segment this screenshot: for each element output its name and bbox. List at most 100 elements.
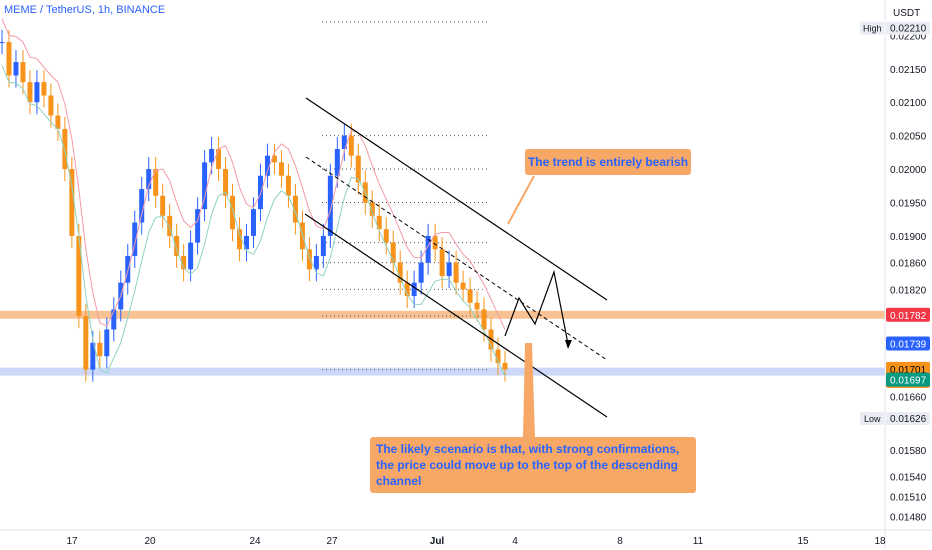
price-tick-label: 0.01540 bbox=[890, 473, 927, 484]
symbol-title: MEME / TetherUS, 1h, BINANCE bbox=[4, 4, 166, 16]
candle-body bbox=[69, 169, 75, 236]
candle-body bbox=[174, 235, 180, 256]
candle-body bbox=[397, 262, 403, 283]
time-axis-label: 17 bbox=[66, 536, 78, 547]
time-axis-label: 18 bbox=[874, 536, 886, 547]
candle-body bbox=[83, 316, 89, 370]
low-label-bg bbox=[860, 412, 884, 426]
candle-body bbox=[202, 162, 208, 210]
candle-body bbox=[348, 135, 354, 156]
high-label-bg bbox=[860, 21, 884, 35]
candle-body bbox=[404, 282, 410, 297]
candle-body bbox=[467, 289, 473, 303]
price-tick-label: 0.01580 bbox=[890, 446, 927, 457]
candle-body bbox=[425, 235, 431, 263]
candle-body bbox=[195, 209, 201, 243]
high-label: High bbox=[863, 24, 882, 34]
candle-body bbox=[55, 115, 61, 129]
candle-body bbox=[62, 128, 68, 170]
candle-body bbox=[181, 255, 187, 270]
high-value: 0.02210 bbox=[890, 24, 927, 35]
candle-body bbox=[223, 169, 229, 196]
candle-body bbox=[418, 262, 424, 283]
callout-top-pointer bbox=[507, 175, 535, 225]
price-tag-blue-text: 0.01739 bbox=[890, 340, 927, 351]
candle-body bbox=[369, 202, 375, 216]
price-tick-label: 0.01510 bbox=[890, 493, 927, 504]
callout-trend-text: The trend is entirely bearish bbox=[527, 155, 689, 169]
candle-body bbox=[278, 162, 284, 176]
candle-body bbox=[502, 362, 508, 370]
candle-body bbox=[271, 155, 277, 163]
candle-body bbox=[334, 149, 340, 176]
candle-body bbox=[251, 209, 256, 236]
price-tick-label: 0.01900 bbox=[890, 232, 927, 243]
candle-body bbox=[383, 229, 389, 243]
callout-scenario-text: The likely scenario is that, with strong… bbox=[376, 442, 680, 488]
candle-body bbox=[139, 189, 145, 223]
candle-body bbox=[313, 255, 319, 270]
currency-label: USDT bbox=[893, 8, 920, 19]
channel-top-line bbox=[305, 97, 608, 301]
low-value: 0.01626 bbox=[890, 414, 927, 425]
candle-body bbox=[216, 149, 222, 170]
time-axis-label: 15 bbox=[797, 536, 809, 547]
ma-green-line bbox=[1, 65, 506, 377]
price-tick-label: 0.02050 bbox=[890, 132, 927, 143]
price-tick-label: 0.02200 bbox=[890, 31, 927, 42]
candle-body bbox=[355, 155, 361, 183]
channel-mid-line bbox=[305, 156, 608, 361]
candle-body bbox=[460, 282, 466, 290]
price-tick-label: 0.02100 bbox=[890, 98, 927, 109]
candle-body bbox=[244, 235, 250, 250]
candle-body bbox=[0, 42, 5, 44]
candle-body bbox=[146, 169, 152, 190]
zone-support bbox=[0, 367, 885, 376]
callout-scenario: The likely scenario is that, with strong… bbox=[370, 437, 696, 493]
candle-body bbox=[495, 349, 501, 363]
candle-body bbox=[411, 282, 417, 297]
candle-body bbox=[167, 215, 173, 236]
price-tag-green-bg bbox=[886, 372, 930, 387]
candle-body bbox=[237, 229, 243, 250]
candle-body bbox=[230, 195, 236, 230]
callout-bottom-pointer bbox=[523, 343, 535, 437]
candle-body bbox=[20, 62, 26, 83]
candle-body bbox=[209, 149, 215, 163]
candle-body bbox=[188, 242, 194, 270]
time-axis-label: Jul bbox=[430, 536, 445, 547]
candle-body bbox=[13, 62, 19, 76]
time-axis-label: 11 bbox=[693, 536, 704, 547]
candle-body bbox=[41, 82, 47, 96]
candle-body bbox=[76, 235, 82, 317]
candle-body bbox=[474, 302, 480, 310]
price-tag-green-text: 0.01697 bbox=[890, 376, 927, 387]
price-tick-label: 0.01860 bbox=[890, 259, 927, 270]
candle-body bbox=[153, 169, 159, 196]
candle-body bbox=[320, 235, 326, 256]
candle-body bbox=[27, 82, 33, 103]
candle-body bbox=[327, 175, 333, 236]
ma-red-line bbox=[1, 18, 506, 330]
candle-body bbox=[306, 249, 312, 270]
candle-body bbox=[6, 42, 12, 76]
candle-body bbox=[97, 342, 103, 357]
time-axis-label: 27 bbox=[326, 536, 338, 547]
candle-body bbox=[292, 195, 298, 223]
price-tag-current-text: 0.01701 bbox=[890, 365, 927, 376]
candle-body bbox=[104, 329, 110, 357]
time-axis-label: 20 bbox=[144, 536, 156, 547]
candle-body bbox=[34, 82, 40, 103]
low-label: Low bbox=[864, 414, 881, 424]
candle-body bbox=[453, 262, 459, 283]
price-tick-label: 0.01480 bbox=[890, 513, 927, 524]
price-tick-label: 0.02150 bbox=[890, 65, 927, 76]
candle-body bbox=[132, 222, 138, 256]
candle-body bbox=[264, 155, 270, 176]
candle-body bbox=[432, 235, 438, 250]
projection-path bbox=[504, 269, 569, 345]
candle-body bbox=[446, 262, 452, 276]
projection-arrowhead bbox=[565, 340, 572, 349]
